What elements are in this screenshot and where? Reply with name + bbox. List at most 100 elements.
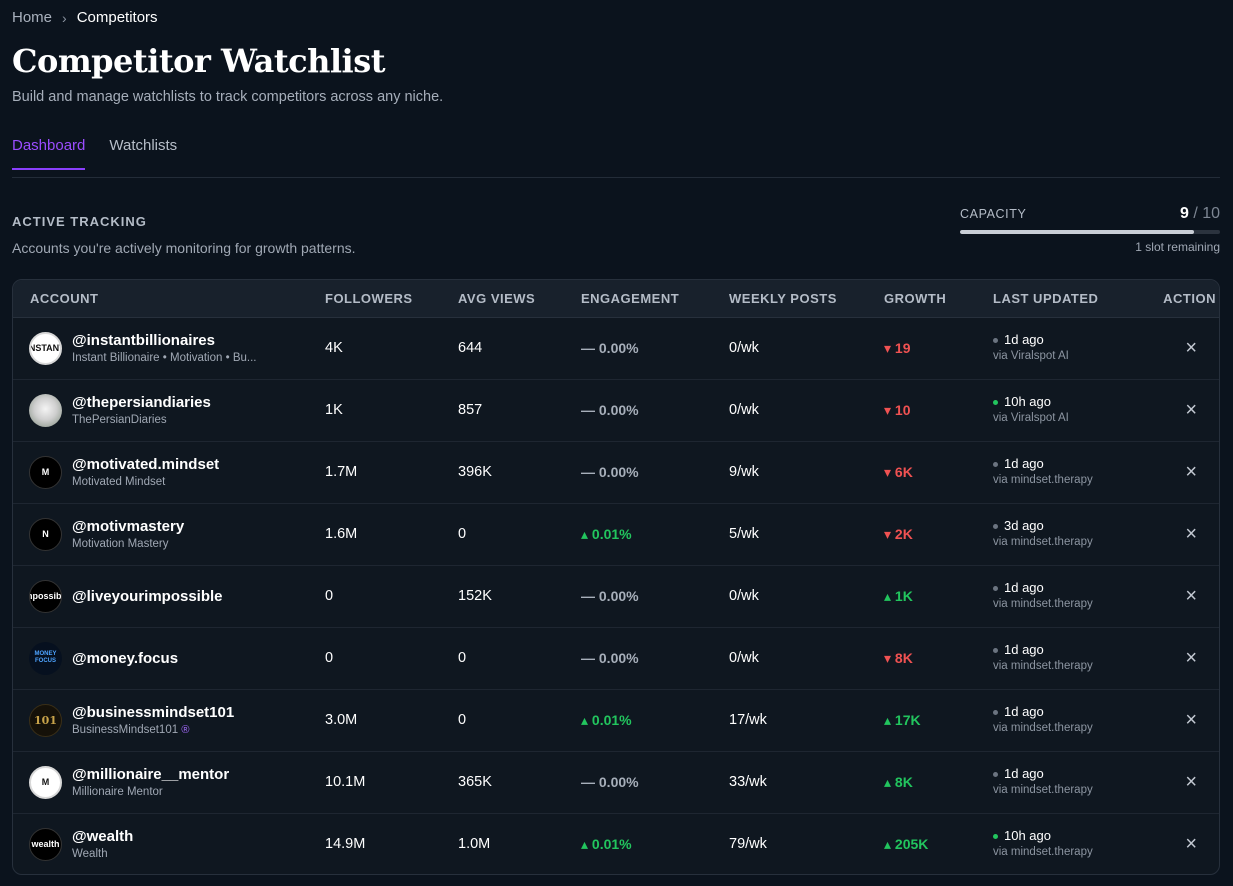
cell-followers: 4K — [325, 340, 343, 356]
cell-followers: 1.6M — [325, 526, 358, 542]
cell-last-updated: 1d ago via mindset.therapy — [981, 441, 1121, 503]
cell-avg-views: 644 — [458, 340, 483, 356]
remove-account-button[interactable]: × — [1185, 709, 1197, 731]
cell-growth: ▴ 1K — [872, 565, 981, 627]
cell-account: impossible @liveyourimpossible — [13, 565, 313, 627]
table-row[interactable]: MONEY FOCUS @money.focus 0 0 — 0.00% 0/w… — [13, 627, 1219, 689]
account-handle[interactable]: @businessmindset101 — [72, 703, 235, 721]
table-row[interactable]: 101 @businessmindset101 BusinessMindset1… — [13, 689, 1219, 751]
table-row[interactable]: impossible @liveyourimpossible 0 152K — … — [13, 565, 1219, 627]
table-row[interactable]: N @motivmastery Motivation Mastery 1.6M … — [13, 503, 1219, 565]
remove-account-button[interactable]: × — [1185, 461, 1197, 483]
account-display-name: Motivation Mastery — [72, 537, 169, 550]
cell-avg-views: 152K — [458, 588, 492, 604]
column-header-last-updated[interactable]: LAST UPDATED — [981, 280, 1121, 318]
capacity-progress-bar — [960, 230, 1220, 234]
updated-source: via mindset.therapy — [993, 722, 1093, 734]
remove-account-button[interactable]: × — [1185, 833, 1197, 856]
cell-last-updated: 3d ago via mindset.therapy — [981, 503, 1121, 565]
growth-value: ▾ 19 — [884, 339, 911, 356]
cell-followers: 1.7M — [325, 464, 358, 480]
cell-engagement: ▴ 0.01% — [569, 813, 717, 874]
status-dot-icon — [993, 771, 998, 777]
cell-engagement: — 0.00% — [569, 751, 717, 813]
cell-account: M @motivated.mindset Motivated Mindset — [13, 441, 313, 503]
updated-time: 1d ago — [1004, 332, 1044, 347]
tab-watchlists[interactable]: Watchlists — [109, 137, 178, 154]
table-row[interactable]: M @motivated.mindset Motivated Mindset 1… — [13, 441, 1219, 503]
status-dot-icon — [993, 461, 998, 467]
updated-source: via mindset.therapy — [993, 784, 1093, 796]
cell-engagement: ▴ 0.01% — [569, 503, 717, 565]
cell-weekly-posts: 0/wk — [729, 588, 759, 604]
capacity-progress-fill — [960, 230, 1194, 234]
cell-growth: ▾ 2K — [872, 503, 981, 565]
column-header-followers[interactable]: FOLLOWERS — [313, 280, 446, 318]
account-handle[interactable]: @money.focus — [72, 649, 179, 667]
remove-account-button[interactable]: × — [1185, 399, 1197, 421]
updated-time: 1d ago — [1004, 642, 1044, 657]
engagement-value: — 0.00% — [581, 463, 639, 480]
account-handle[interactable]: @instantbillionaires — [72, 331, 215, 349]
avatar: M — [29, 455, 62, 489]
cell-followers: 10.1M — [325, 774, 366, 790]
cell-last-updated: 10h ago via mindset.therapy — [981, 813, 1121, 874]
cell-weekly-posts: 17/wk — [729, 712, 767, 728]
account-handle[interactable]: @wealth — [72, 827, 134, 845]
remove-account-button[interactable]: × — [1185, 523, 1197, 545]
cell-last-updated: 1d ago via mindset.therapy — [981, 565, 1121, 627]
table-row[interactable]: INSTANT @instantbillionaires Instant Bil… — [13, 317, 1219, 379]
avatar: MONEY FOCUS — [29, 641, 62, 675]
cell-followers: 1K — [325, 402, 343, 418]
cell-growth: ▾ 6K — [872, 441, 981, 503]
cell-account: wealth @wealth Wealth — [13, 813, 313, 874]
account-display-name: Instant Billionaire • Motivation • Bu... — [72, 351, 257, 364]
cell-weekly-posts: 0/wk — [729, 340, 759, 356]
updated-source: via mindset.therapy — [993, 598, 1093, 610]
status-dot-icon — [993, 337, 998, 343]
updated-time: 3d ago — [1004, 518, 1044, 533]
engagement-value: — 0.00% — [581, 649, 639, 666]
account-handle[interactable]: @liveyourimpossible — [72, 587, 223, 605]
avatar: 101 — [29, 703, 62, 737]
tab-dashboard[interactable]: Dashboard — [12, 137, 86, 170]
column-header-action: ACTION — [1121, 280, 1219, 318]
account-handle[interactable]: @motivmastery — [72, 517, 185, 535]
account-display-name: BusinessMindset101 ® — [72, 723, 190, 736]
breadcrumb-current: Competitors — [76, 9, 158, 26]
status-dot-icon — [993, 709, 998, 715]
table-row[interactable]: M @millionaire__mentor Millionaire Mento… — [13, 751, 1219, 813]
avatar — [29, 393, 62, 427]
column-header-growth[interactable]: GROWTH — [872, 280, 981, 318]
updated-source: via mindset.therapy — [993, 536, 1093, 548]
cell-action: × — [1121, 379, 1219, 441]
cell-weekly-posts: 9/wk — [729, 464, 759, 480]
column-header-weekly-posts[interactable]: WEEKLY POSTS — [717, 280, 872, 318]
cell-action: × — [1121, 441, 1219, 503]
engagement-value: — 0.00% — [581, 401, 639, 418]
column-header-avg-views[interactable]: AVG VIEWS — [446, 280, 569, 318]
growth-value: ▴ 17K — [884, 711, 921, 728]
section-title: ACTIVE TRACKING — [12, 214, 147, 229]
remove-account-button[interactable]: × — [1185, 647, 1197, 669]
remove-account-button[interactable]: × — [1185, 585, 1197, 607]
table-row[interactable]: @thepersiandiaries ThePersianDiaries 1K … — [13, 379, 1219, 441]
capacity-total: / 10 — [1193, 205, 1220, 222]
verified-icon: ® — [181, 723, 190, 736]
breadcrumb-home-link[interactable]: Home — [12, 9, 53, 26]
updated-time: 1d ago — [1004, 704, 1044, 719]
cell-account: MONEY FOCUS @money.focus — [13, 627, 313, 689]
account-handle[interactable]: @millionaire__mentor — [72, 765, 230, 783]
updated-time: 10h ago — [1004, 394, 1051, 409]
account-handle[interactable]: @thepersiandiaries — [72, 393, 211, 411]
cell-growth: ▾ 8K — [872, 627, 981, 689]
column-header-engagement[interactable]: ENGAGEMENT — [569, 280, 717, 318]
cell-avg-views: 857 — [458, 402, 483, 418]
cell-weekly-posts: 0/wk — [729, 402, 759, 418]
engagement-value: — 0.00% — [581, 339, 639, 356]
account-handle[interactable]: @motivated.mindset — [72, 455, 220, 473]
table-row[interactable]: wealth @wealth Wealth 14.9M 1.0M ▴ 0.01%… — [13, 813, 1219, 874]
cell-last-updated: 1d ago via mindset.therapy — [981, 751, 1121, 813]
remove-account-button[interactable]: × — [1185, 771, 1197, 793]
remove-account-button[interactable]: × — [1185, 337, 1197, 359]
